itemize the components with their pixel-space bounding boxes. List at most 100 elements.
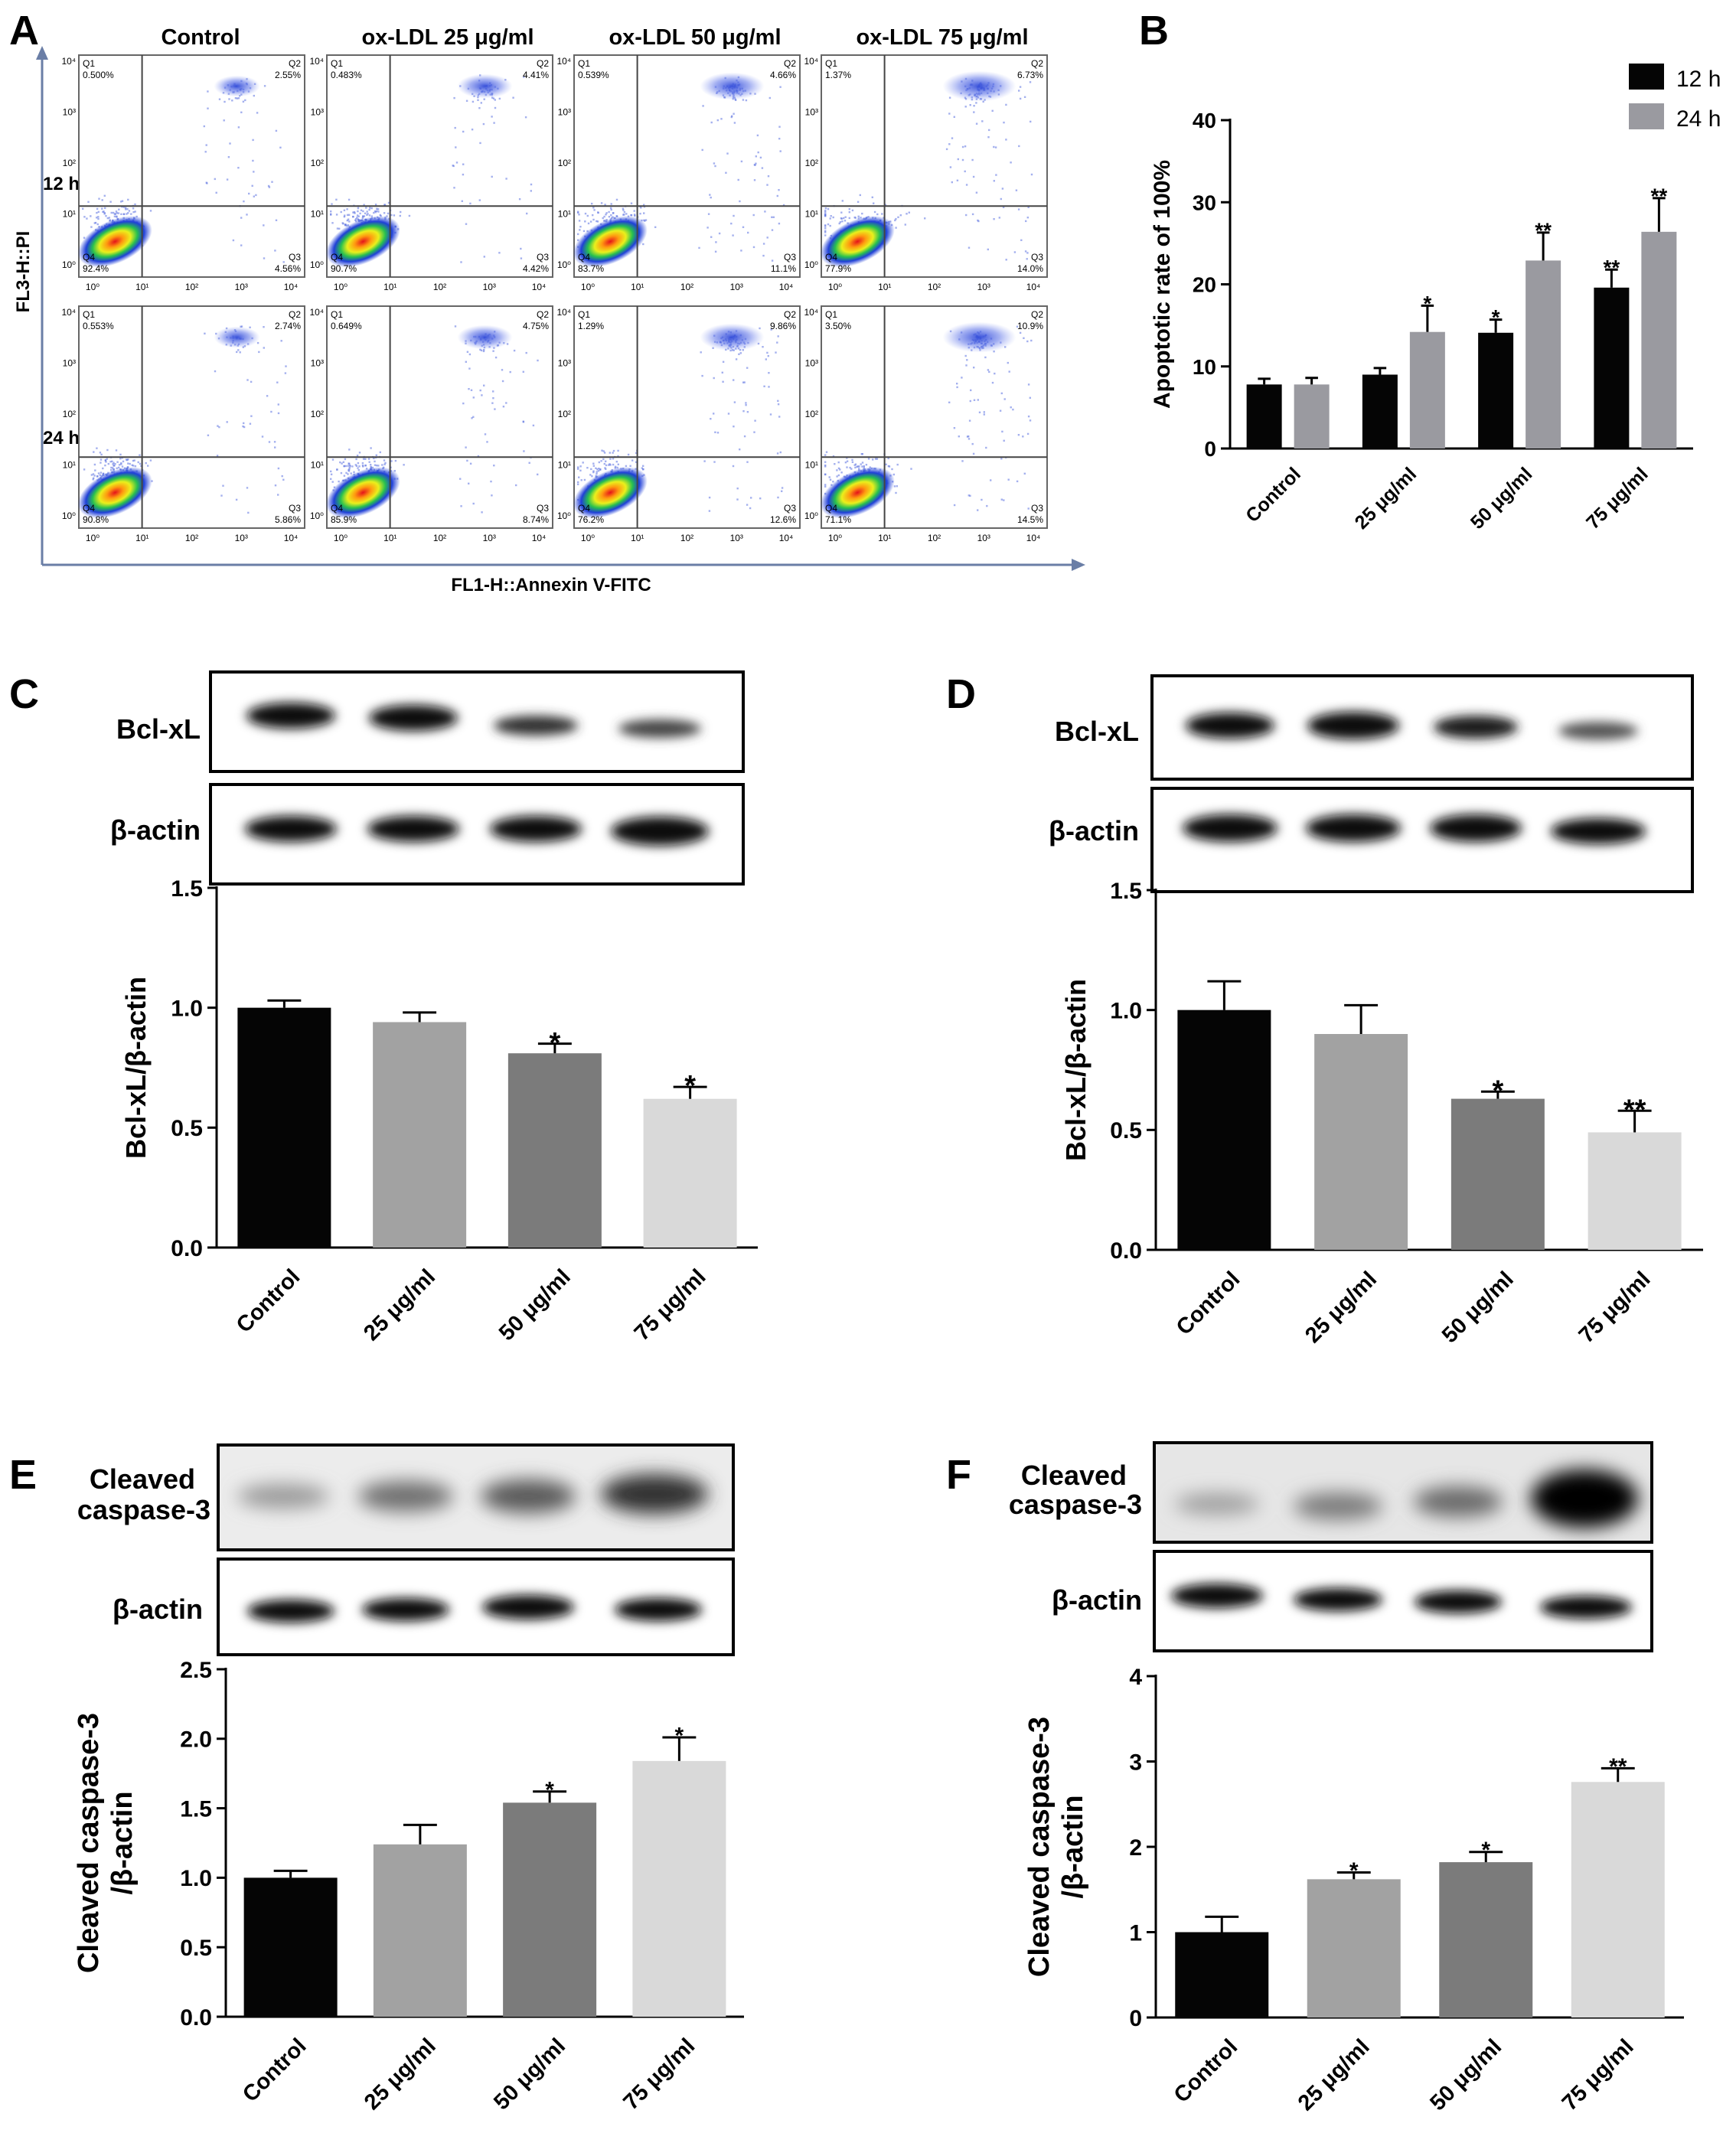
- flow-q4-label: Q4: [825, 503, 837, 514]
- flow-event-dot: [589, 474, 592, 476]
- flow-event-dot: [836, 475, 838, 478]
- flow-event-dot: [824, 210, 827, 212]
- flow-event-dot: [707, 213, 710, 215]
- flow-event-dot: [596, 472, 598, 475]
- flow-event-dot: [844, 216, 847, 218]
- flow-event-dot: [115, 210, 118, 213]
- flow-event-dot: [331, 458, 334, 461]
- flow-event-dot: [740, 250, 742, 252]
- flow-event-dot: [455, 161, 458, 164]
- flow-event-dot: [577, 210, 579, 213]
- flow-event-dot: [579, 226, 582, 228]
- flow-event-dot: [1020, 239, 1023, 241]
- flow-event-dot: [755, 162, 757, 165]
- flow-event-dot: [113, 215, 116, 217]
- flow-y-tick-label: 10¹: [558, 460, 571, 471]
- flow-y-tick-label: 10³: [558, 358, 571, 369]
- flow-event-dot: [1000, 498, 1003, 501]
- flow-event-dot: [224, 100, 226, 103]
- bar: [1175, 1932, 1269, 2017]
- flow-event-dot: [399, 214, 401, 217]
- flow-row-label-24h: 24 h: [43, 428, 80, 449]
- flow-event-dot: [710, 236, 713, 238]
- flow-event-dot: [964, 145, 967, 148]
- flow-event-dot: [374, 464, 377, 466]
- flow-event-dot: [134, 465, 137, 468]
- flow-event-dot: [977, 220, 980, 223]
- flow-event-dot: [1018, 90, 1020, 92]
- flow-event-dot: [343, 465, 345, 468]
- blot-d-label-bclxl: Bcl-xL: [1055, 716, 1139, 747]
- flow-event-dot: [477, 455, 480, 458]
- flow-event-dot: [204, 151, 207, 153]
- flow-event-dot: [894, 219, 896, 222]
- flow-event-dot: [86, 217, 88, 220]
- flow-event-dot: [247, 511, 250, 514]
- flow-q3-value: 12.6%: [770, 514, 796, 525]
- flow-event-dot: [601, 449, 603, 452]
- y-tick-label: 0.5: [171, 1116, 203, 1141]
- flow-event-dot: [643, 204, 645, 206]
- flow-q2-population: [700, 72, 765, 100]
- flow-event-dot: [768, 372, 770, 374]
- flow-event-dot: [379, 214, 381, 217]
- flow-event-dot: [1019, 331, 1022, 334]
- flow-event-dot: [97, 472, 100, 475]
- flow-x-tick-label: 10⁰: [334, 282, 348, 292]
- flow-event-dot: [775, 351, 777, 354]
- flow-event-dot: [1026, 340, 1029, 343]
- flow-y-tick-label: 10⁰: [804, 259, 818, 270]
- flow-event-dot: [977, 509, 979, 511]
- flow-event-dot: [93, 463, 96, 466]
- flow-event-dot: [580, 479, 582, 481]
- flow-event-dot: [468, 367, 471, 370]
- flow-event-dot: [207, 434, 210, 436]
- flow-event-dot: [999, 409, 1002, 412]
- flow-event-dot: [509, 370, 511, 373]
- flow-event-dot: [764, 210, 766, 213]
- flow-y-axis-label: FL3-H::PI: [13, 231, 34, 313]
- flow-event-dot: [605, 212, 608, 214]
- flow-event-dot: [481, 394, 483, 396]
- flow-event-dot: [710, 196, 712, 199]
- flow-event-dot: [386, 215, 388, 217]
- flow-x-tick-label: 10³: [977, 533, 990, 543]
- flow-q3-label: Q3: [537, 252, 549, 263]
- flow-q1-value: 3.50%: [825, 321, 851, 331]
- blot-d-actin-bands: [1183, 814, 1646, 844]
- flow-event-dot: [766, 351, 768, 354]
- flow-event-dot: [953, 504, 956, 507]
- flow-event-dot: [120, 213, 122, 215]
- x-tick-label: 75 μg/ml: [1574, 1267, 1656, 1348]
- flow-event-dot: [895, 491, 897, 494]
- flow-event-dot: [752, 214, 755, 217]
- flow-event-dot: [253, 195, 255, 197]
- flow-event-dot: [708, 496, 711, 499]
- flow-event-dot: [484, 433, 487, 435]
- flow-q3-label: Q3: [289, 503, 301, 514]
- flow-event-dot: [824, 230, 827, 232]
- flow-event-dot: [353, 210, 356, 214]
- flow-event-dot: [354, 464, 357, 466]
- flow-y-tick-label: 10¹: [63, 460, 76, 471]
- flow-event-dot: [726, 152, 729, 155]
- flow-event-dot: [771, 229, 774, 231]
- flow-event-dot: [778, 126, 781, 128]
- flow-event-dot: [614, 465, 617, 468]
- flow-event-dot: [263, 326, 265, 328]
- flow-event-dot: [472, 502, 475, 505]
- flow-event-dot: [374, 460, 376, 463]
- flow-event-dot: [113, 213, 116, 215]
- flow-event-dot: [240, 111, 243, 113]
- y-tick-label: 0: [1129, 2006, 1142, 2031]
- flow-event-dot: [106, 458, 108, 460]
- flow-event-dot: [518, 198, 521, 201]
- flow-event-dot: [243, 426, 246, 429]
- flow-event-dot: [597, 211, 599, 214]
- flow-event-dot: [366, 214, 368, 217]
- flow-event-dot: [482, 350, 485, 353]
- flow-x-tick-label: 10³: [235, 282, 248, 292]
- flow-event-dot: [713, 377, 715, 380]
- x-tick-label: Control: [1172, 1267, 1245, 1340]
